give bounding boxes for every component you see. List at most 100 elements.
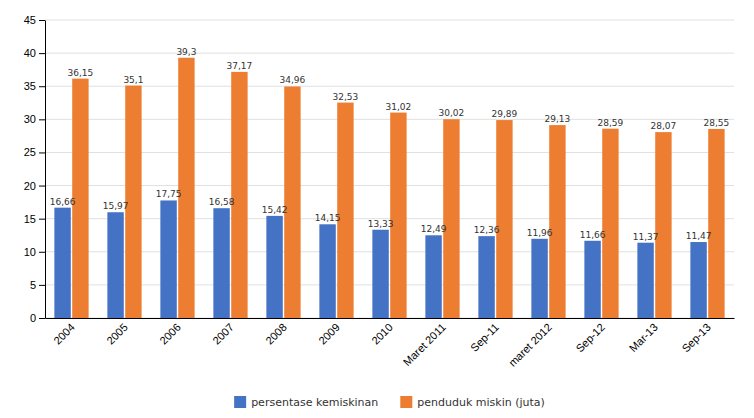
bar <box>390 113 406 318</box>
x-axis-line <box>46 318 735 319</box>
y-tick-label: 25 <box>24 146 36 158</box>
bar <box>178 58 194 318</box>
chart-svg: 16,6615,9717,7516,5815,4214,1513,3312,49… <box>0 0 754 418</box>
grid-line <box>45 251 734 252</box>
legend-swatch <box>400 396 412 408</box>
grid-line <box>45 152 734 153</box>
bar <box>655 132 671 318</box>
data-label: 11,37 <box>633 232 659 242</box>
x-tick-label: 2010 <box>369 321 395 347</box>
x-tick-label: 2009 <box>316 321 342 347</box>
grid-line <box>45 86 734 87</box>
bar <box>266 216 282 318</box>
x-tick: Maret 2011 <box>401 321 448 368</box>
grid <box>45 20 734 318</box>
x-tick-label: Sep-11 <box>468 321 501 354</box>
bar <box>602 129 618 318</box>
x-tick-label: Mar-13 <box>627 321 660 354</box>
x-tick-label: maret 2012 <box>506 321 554 369</box>
bar <box>284 86 300 318</box>
data-label: 34,96 <box>280 75 306 85</box>
x-tick: Sep-12 <box>573 321 607 355</box>
data-label: 15,97 <box>103 201 129 211</box>
data-label: 39,3 <box>176 47 196 57</box>
x-tick: 2008 <box>263 321 289 347</box>
x-tick-label: 2007 <box>210 321 236 347</box>
data-label: 11,47 <box>686 231 712 241</box>
page: {"chart_data": {"type": "bar", "categori… <box>0 0 754 418</box>
legend-swatch <box>234 396 246 408</box>
y-tick: 10 <box>24 246 45 258</box>
grid-line <box>45 185 734 186</box>
bar <box>231 72 247 318</box>
x-tick-label: 2005 <box>104 321 130 347</box>
y-tick-label: 35 <box>24 80 36 92</box>
y-tick-label: 30 <box>24 113 36 125</box>
y-tick-label: 10 <box>24 246 36 258</box>
y-tick-mark <box>39 186 45 187</box>
data-label: 11,66 <box>580 230 606 240</box>
data-label: 13,33 <box>368 219 394 229</box>
data-label: 30,02 <box>439 108 465 118</box>
bar <box>425 235 441 318</box>
bar <box>443 119 459 318</box>
x-tick: maret 2012 <box>506 321 554 369</box>
x-tick: 2007 <box>210 321 236 347</box>
legend-label: persentase kemiskinan <box>251 396 378 409</box>
data-label: 14,15 <box>315 213 341 223</box>
data-label: 36,15 <box>68 68 94 78</box>
x-tick-label: 2004 <box>51 321 77 347</box>
y-tick: 25 <box>24 146 45 158</box>
legend: persentase kemiskinan penduduk miskin (ju… <box>234 396 545 409</box>
y-tick-label: 40 <box>24 47 36 59</box>
bar <box>496 120 512 318</box>
bar <box>213 208 229 318</box>
bars <box>54 58 724 318</box>
bar <box>54 208 70 318</box>
x-tick-label: 2006 <box>157 321 183 347</box>
bar <box>708 129 724 318</box>
x-tick: 2005 <box>104 321 130 347</box>
x-tick-label: 2008 <box>263 321 289 347</box>
legend-item: penduduk miskin (juta) <box>400 396 545 409</box>
bar <box>549 125 565 318</box>
x-tick: 2009 <box>316 321 342 347</box>
x-tick: Sep-13 <box>679 321 713 355</box>
data-label: 11,96 <box>527 228 553 238</box>
y-axis: 0 5 10 15 20 25 30 35 40 45 <box>24 14 46 324</box>
bar-series <box>72 58 724 318</box>
bar <box>531 239 547 318</box>
legend-item: persentase kemiskinan <box>234 396 378 409</box>
data-label: 29,13 <box>545 114 571 124</box>
legend-label: penduduk miskin (juta) <box>417 396 545 409</box>
y-tick: 15 <box>24 213 45 225</box>
x-tick: Mar-13 <box>627 321 660 354</box>
grid-line <box>45 53 734 54</box>
y-axis-line <box>45 21 46 319</box>
y-tick: 20 <box>24 180 45 192</box>
y-tick: 40 <box>24 47 45 59</box>
y-tick-mark <box>39 285 45 286</box>
data-label: 16,66 <box>50 197 76 207</box>
data-label: 29,89 <box>492 109 518 119</box>
x-tick: 2010 <box>369 321 395 347</box>
y-tick: 0 <box>30 312 45 324</box>
plot-area: 16,6615,9717,7516,5815,4214,1513,3312,49… <box>24 14 735 369</box>
y-tick-mark <box>39 152 45 153</box>
y-tick-label: 15 <box>24 213 36 225</box>
chart-container: 16,6615,9717,7516,5815,4214,1513,3312,49… <box>0 0 754 418</box>
x-tick-label: Sep-12 <box>573 321 607 355</box>
data-label: 28,59 <box>598 118 624 128</box>
grid-line <box>45 318 734 319</box>
y-tick-mark <box>39 119 45 120</box>
y-tick-label: 5 <box>30 279 36 291</box>
bar <box>690 242 706 318</box>
data-label: 28,55 <box>704 118 730 128</box>
y-tick-label: 20 <box>24 180 36 192</box>
grid-line <box>45 119 734 120</box>
grid-line <box>45 20 734 21</box>
bar <box>478 236 494 318</box>
y-tick: 45 <box>24 14 45 26</box>
data-label: 16,58 <box>209 197 235 207</box>
x-tick: Sep-11 <box>468 321 501 354</box>
